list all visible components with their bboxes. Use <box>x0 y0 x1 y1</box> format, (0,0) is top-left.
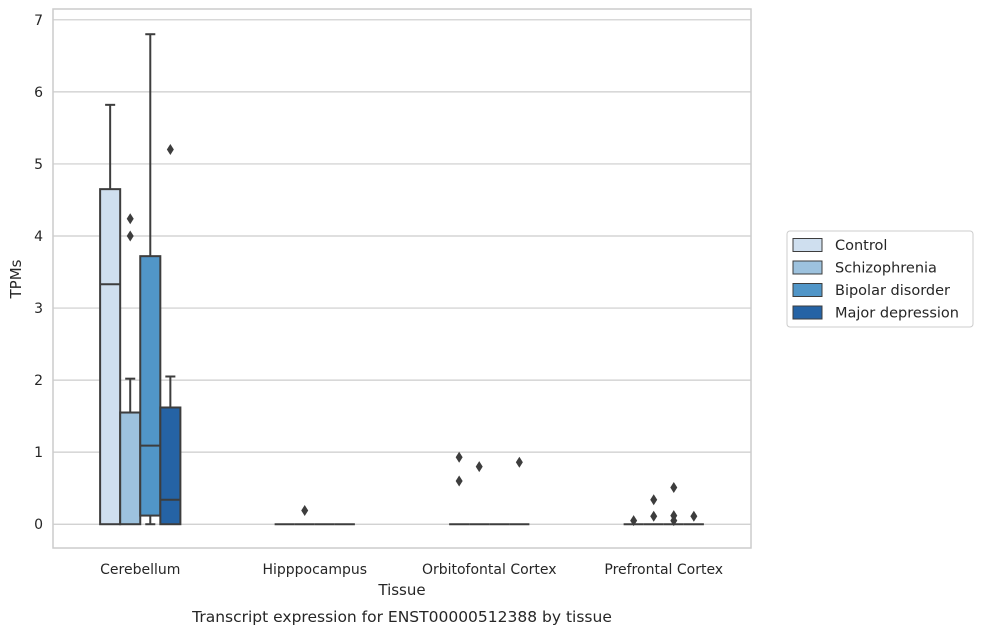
x-tick-labels: Cerebellum Hipppocampus Orbitofontal Corte… <box>100 562 723 578</box>
outlier-marker <box>126 213 134 225</box>
legend-frame <box>786 230 974 328</box>
y-tick-label: 2 <box>34 373 43 389</box>
outlier-marker <box>650 510 658 522</box>
y-tick-label: 1 <box>34 445 43 461</box>
box-control <box>99 103 122 526</box>
x-tick-label: Prefrontal Cortex <box>604 562 723 578</box>
box-body <box>99 188 122 526</box>
y-tick-label: 6 <box>34 85 43 101</box>
outlier-marker <box>515 456 523 468</box>
x-tick-label: Cerebellum <box>100 562 180 578</box>
box-major-depression <box>159 144 182 526</box>
box-body <box>139 255 162 517</box>
box-major-depression <box>683 510 704 526</box>
outlier-marker <box>690 510 698 522</box>
box-schizophrenia <box>294 505 315 526</box>
outlier-marker <box>670 510 678 522</box>
box-bipolar-disorder <box>139 33 162 526</box>
y-tick-label: 7 <box>34 13 43 29</box>
boxes <box>99 33 704 527</box>
outlier-marker <box>166 144 174 156</box>
box-bipolar-disorder <box>663 481 684 527</box>
box-body <box>159 406 182 526</box>
box-control <box>623 515 644 527</box>
y-tick-labels: 0 1 2 3 4 5 6 7 <box>34 13 43 533</box>
outlier-marker <box>670 481 678 493</box>
legend-label: Major depression <box>835 306 959 322</box>
x-tick-label: Orbitofontal Cortex <box>422 562 557 578</box>
y-tick-label: 4 <box>34 229 43 245</box>
plot-area-frame <box>52 8 752 549</box>
outlier-marker <box>126 230 134 242</box>
legend-swatch <box>792 283 823 297</box>
legend-swatch <box>792 238 823 252</box>
outlier-marker <box>455 475 463 487</box>
legend-label: Schizophrenia <box>835 261 937 277</box>
legend-label: Bipolar disorder <box>835 283 950 299</box>
figure-caption: Transcript expression for ENST0000051238… <box>191 608 612 626</box>
box-schizophrenia <box>643 494 664 526</box>
outlier-marker <box>475 461 483 473</box>
legend-label: Control <box>835 238 887 254</box>
y-tick-label: 5 <box>34 157 43 173</box>
y-tick-label: 3 <box>34 301 43 317</box>
x-axis-label: Tissue <box>377 581 425 599</box>
box-schizophrenia <box>119 213 142 526</box>
outlier-marker <box>650 494 658 506</box>
outlier-marker <box>630 515 638 527</box>
box-major-depression <box>509 456 530 526</box>
outlier-marker <box>455 451 463 463</box>
y-tick-label: 0 <box>34 517 43 533</box>
box-schizophrenia <box>469 461 490 526</box>
outlier-marker <box>301 505 309 517</box>
y-axis-label: TPMs <box>7 259 25 299</box>
box-control <box>449 451 470 526</box>
legend: Control Schizophrenia Bipolar disorder Majo… <box>786 230 974 328</box>
legend-swatch <box>792 260 823 275</box>
legend-swatch <box>792 305 823 320</box>
box-body <box>119 411 142 526</box>
x-tick-label: Hipppocampus <box>262 562 367 578</box>
